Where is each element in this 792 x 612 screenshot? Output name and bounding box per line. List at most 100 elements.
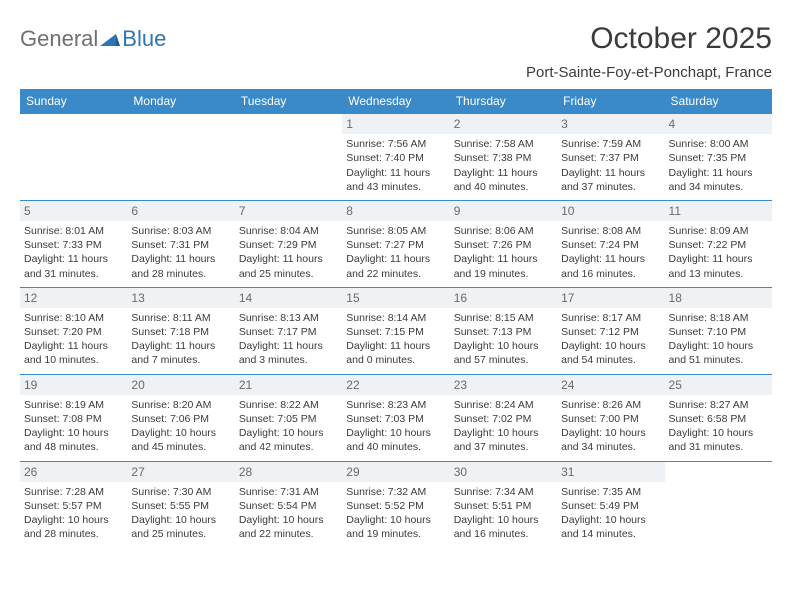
calendar-cell: 2Sunrise: 7:58 AMSunset: 7:38 PMDaylight…: [450, 114, 557, 201]
daylight-text: Daylight: 11 hours and 28 minutes.: [131, 252, 230, 280]
daylight-text: Daylight: 11 hours and 3 minutes.: [239, 339, 338, 367]
sunrise-text: Sunrise: 8:19 AM: [24, 398, 123, 412]
daylight-text: Daylight: 10 hours and 34 minutes.: [561, 426, 660, 454]
day-number: 8: [342, 201, 449, 221]
calendar-cell: 21Sunrise: 8:22 AMSunset: 7:05 PMDayligh…: [235, 374, 342, 461]
day-number: 4: [665, 114, 772, 134]
calendar-cell: 18Sunrise: 8:18 AMSunset: 7:10 PMDayligh…: [665, 287, 772, 374]
daylight-text: Daylight: 10 hours and 14 minutes.: [561, 513, 660, 541]
day-number: 12: [20, 288, 127, 308]
sunset-text: Sunset: 7:27 PM: [346, 238, 445, 252]
logo-triangle-icon: [100, 32, 120, 46]
calendar-row: 26Sunrise: 7:28 AMSunset: 5:57 PMDayligh…: [20, 461, 772, 547]
sunrise-text: Sunrise: 7:58 AM: [454, 137, 553, 151]
calendar-cell: 29Sunrise: 7:32 AMSunset: 5:52 PMDayligh…: [342, 461, 449, 547]
logo: General Blue: [20, 22, 166, 52]
daylight-text: Daylight: 10 hours and 19 minutes.: [346, 513, 445, 541]
day-number: 17: [557, 288, 664, 308]
calendar-cell: 1Sunrise: 7:56 AMSunset: 7:40 PMDaylight…: [342, 114, 449, 201]
day-number: 31: [557, 462, 664, 482]
sunrise-text: Sunrise: 8:22 AM: [239, 398, 338, 412]
sunrise-text: Sunrise: 8:13 AM: [239, 311, 338, 325]
sunset-text: Sunset: 7:40 PM: [346, 151, 445, 165]
day-header: Friday: [557, 89, 664, 114]
sunset-text: Sunset: 5:49 PM: [561, 499, 660, 513]
sunset-text: Sunset: 7:20 PM: [24, 325, 123, 339]
sunset-text: Sunset: 5:55 PM: [131, 499, 230, 513]
calendar-cell: 26Sunrise: 7:28 AMSunset: 5:57 PMDayligh…: [20, 461, 127, 547]
daylight-text: Daylight: 11 hours and 16 minutes.: [561, 252, 660, 280]
calendar-cell: [235, 114, 342, 201]
day-number: 7: [235, 201, 342, 221]
sunset-text: Sunset: 7:06 PM: [131, 412, 230, 426]
sunrise-text: Sunrise: 8:26 AM: [561, 398, 660, 412]
day-header: Wednesday: [342, 89, 449, 114]
calendar-cell: 8Sunrise: 8:05 AMSunset: 7:27 PMDaylight…: [342, 200, 449, 287]
day-number: 30: [450, 462, 557, 482]
sunset-text: Sunset: 7:26 PM: [454, 238, 553, 252]
daylight-text: Daylight: 10 hours and 22 minutes.: [239, 513, 338, 541]
sunset-text: Sunset: 7:17 PM: [239, 325, 338, 339]
daylight-text: Daylight: 11 hours and 0 minutes.: [346, 339, 445, 367]
calendar-cell: 20 Sunrise: 8:20 AMSunset: 7:06 PMDayligh…: [127, 374, 234, 461]
day-number: 22: [342, 375, 449, 395]
title-block: October 2025 Port-Sainte-Foy-et-Ponchapt…: [526, 22, 772, 81]
calendar-cell: 5Sunrise: 8:01 AMSunset: 7:33 PMDaylight…: [20, 200, 127, 287]
daylight-text: Daylight: 10 hours and 48 minutes.: [24, 426, 123, 454]
sunset-text: Sunset: 7:31 PM: [131, 238, 230, 252]
daylight-text: Daylight: 10 hours and 16 minutes.: [454, 513, 553, 541]
calendar-cell: [20, 114, 127, 201]
sunrise-text: Sunrise: 8:03 AM: [131, 224, 230, 238]
sunrise-text: Sunrise: 8:20 AM: [131, 398, 230, 412]
day-number: 10: [557, 201, 664, 221]
day-header-row: Sunday Monday Tuesday Wednesday Thursday…: [20, 89, 772, 114]
sunset-text: Sunset: 7:13 PM: [454, 325, 553, 339]
sunset-text: Sunset: 7:22 PM: [669, 238, 768, 252]
day-number: 18: [665, 288, 772, 308]
day-number: 21: [235, 375, 342, 395]
daylight-text: Daylight: 10 hours and 45 minutes.: [131, 426, 230, 454]
calendar-cell: 24Sunrise: 8:26 AMSunset: 7:00 PMDayligh…: [557, 374, 664, 461]
sunrise-text: Sunrise: 8:24 AM: [454, 398, 553, 412]
day-number: 29: [342, 462, 449, 482]
sunset-text: Sunset: 7:00 PM: [561, 412, 660, 426]
daylight-text: Daylight: 11 hours and 7 minutes.: [131, 339, 230, 367]
logo-text-blue: Blue: [122, 26, 166, 52]
sunset-text: Sunset: 7:10 PM: [669, 325, 768, 339]
daylight-text: Daylight: 10 hours and 54 minutes.: [561, 339, 660, 367]
sunrise-text: Sunrise: 8:05 AM: [346, 224, 445, 238]
sunrise-text: Sunrise: 7:56 AM: [346, 137, 445, 151]
sunrise-text: Sunrise: 8:04 AM: [239, 224, 338, 238]
page-title: October 2025: [526, 22, 772, 56]
logo-text-general: General: [20, 26, 98, 52]
header: General Blue October 2025 Port-Sainte-Fo…: [20, 22, 772, 81]
sunset-text: Sunset: 7:24 PM: [561, 238, 660, 252]
daylight-text: Daylight: 10 hours and 40 minutes.: [346, 426, 445, 454]
day-number: 28: [235, 462, 342, 482]
daylight-text: Daylight: 11 hours and 25 minutes.: [239, 252, 338, 280]
sunset-text: Sunset: 7:02 PM: [454, 412, 553, 426]
sunset-text: Sunset: 5:54 PM: [239, 499, 338, 513]
sunrise-text: Sunrise: 8:11 AM: [131, 311, 230, 325]
daylight-text: Daylight: 10 hours and 31 minutes.: [669, 426, 768, 454]
sunset-text: Sunset: 7:15 PM: [346, 325, 445, 339]
calendar-cell: 9Sunrise: 8:06 AMSunset: 7:26 PMDaylight…: [450, 200, 557, 287]
sunrise-text: Sunrise: 7:32 AM: [346, 485, 445, 499]
day-number: 13: [127, 288, 234, 308]
calendar-cell: 31 Sunrise: 7:35 AMSunset: 5:49 PMDayligh…: [557, 461, 664, 547]
sunrise-text: Sunrise: 7:31 AM: [239, 485, 338, 499]
calendar-cell: [127, 114, 234, 201]
sunrise-text: Sunrise: 8:17 AM: [561, 311, 660, 325]
daylight-text: Daylight: 10 hours and 37 minutes.: [454, 426, 553, 454]
daylight-text: Daylight: 11 hours and 43 minutes.: [346, 166, 445, 194]
day-number: 20: [127, 375, 234, 395]
day-number: 16: [450, 288, 557, 308]
sunrise-text: Sunrise: 8:14 AM: [346, 311, 445, 325]
daylight-text: Daylight: 10 hours and 42 minutes.: [239, 426, 338, 454]
calendar-table: Sunday Monday Tuesday Wednesday Thursday…: [20, 89, 772, 547]
day-header: Sunday: [20, 89, 127, 114]
sunrise-text: Sunrise: 7:35 AM: [561, 485, 660, 499]
sunset-text: Sunset: 7:38 PM: [454, 151, 553, 165]
sunset-text: Sunset: 5:51 PM: [454, 499, 553, 513]
calendar-row: 5Sunrise: 8:01 AMSunset: 7:33 PMDaylight…: [20, 200, 772, 287]
